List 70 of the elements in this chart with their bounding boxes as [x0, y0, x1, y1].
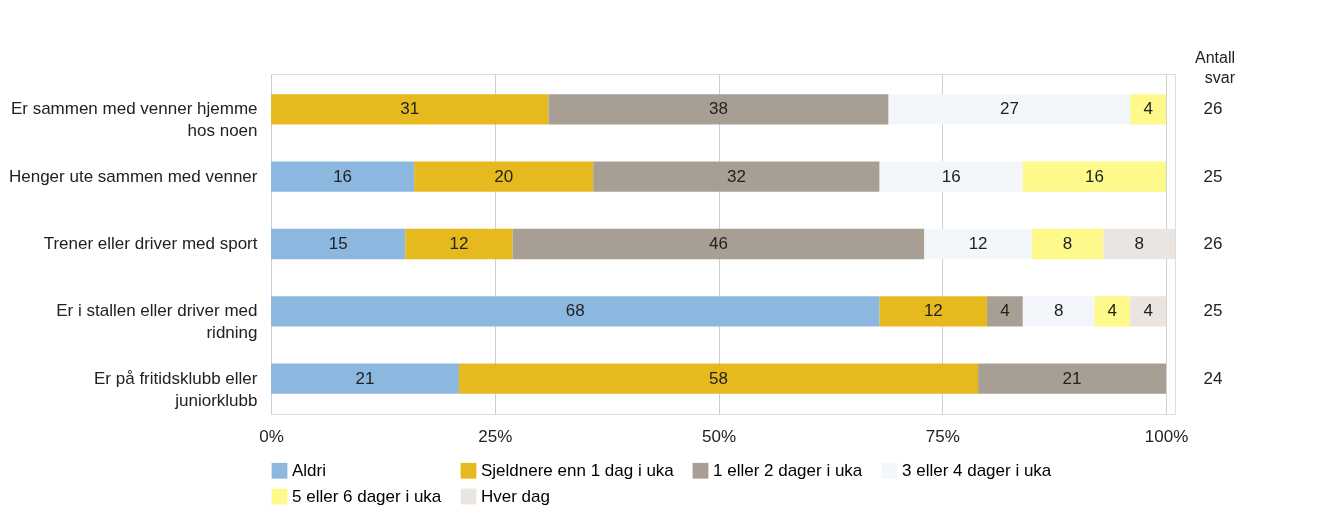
data-label: 12	[968, 234, 988, 253]
bar	[888, 94, 1131, 125]
bar	[1103, 228, 1175, 260]
data-label: 46	[709, 234, 728, 253]
y-tick-label: Henger ute sammen med venner	[8, 166, 258, 186]
data-label: 21	[355, 368, 375, 388]
y2-tick-label: 26	[1203, 99, 1223, 119]
legend-label: 3 eller 4 dager i uka	[902, 460, 1052, 480]
data-label: 58	[709, 368, 728, 388]
x-tick-label: 0%	[259, 426, 284, 446]
x-tick-label: 75%	[925, 426, 960, 446]
bar	[1022, 161, 1167, 192]
bar	[593, 161, 880, 192]
data-label: 8	[1134, 234, 1144, 253]
data-label: 12	[449, 234, 469, 253]
bar	[271, 228, 406, 260]
data-label: 20	[494, 166, 514, 186]
bar	[1022, 296, 1095, 327]
bar	[879, 296, 988, 327]
bar	[1130, 94, 1167, 125]
bar	[924, 228, 1032, 260]
legend-label: Aldri	[292, 460, 327, 480]
bar	[271, 363, 459, 394]
bar	[271, 296, 880, 327]
x-tick-label: 50%	[702, 426, 737, 446]
y2-tick-label: 25	[1203, 166, 1223, 186]
data-label: 15	[328, 234, 348, 253]
data-label: 32	[726, 166, 746, 186]
y-tick-label: Trener eller driver med sport	[43, 234, 258, 253]
bar	[458, 363, 979, 394]
legend-label: 5 eller 6 dager i uka	[292, 486, 442, 506]
bar	[978, 363, 1167, 394]
bar	[879, 161, 1023, 192]
data-label: 31	[400, 99, 420, 119]
bar	[414, 161, 594, 192]
data-label: 27	[999, 99, 1019, 119]
data-label: 68	[565, 301, 585, 321]
data-label: 12	[923, 301, 943, 321]
bar	[405, 228, 513, 260]
bar	[987, 296, 1023, 327]
bar	[271, 161, 415, 192]
bar	[271, 94, 549, 125]
bar	[548, 94, 889, 125]
bar	[512, 228, 925, 260]
y2-tick-label: 25	[1203, 301, 1223, 321]
bar	[1094, 296, 1131, 327]
legend-label: Hver dag	[481, 486, 550, 506]
y2-tick-label: 26	[1203, 234, 1223, 253]
data-label: 8	[1053, 301, 1064, 321]
y2-tick-label: 24	[1203, 368, 1223, 388]
x-tick-label: 100%	[1144, 426, 1189, 446]
data-label: 21	[1062, 368, 1082, 388]
data-label: 4	[1107, 301, 1118, 321]
x-tick-label: 25%	[478, 426, 513, 446]
data-label: 16	[941, 166, 961, 186]
data-label: 8	[1062, 234, 1073, 253]
y-tick-label: Er i stallen eller driver med ridning	[56, 301, 258, 343]
bar	[1031, 228, 1104, 260]
data-label: 16	[333, 166, 353, 186]
legend-label: Sjeldnere enn 1 dag i uka	[481, 460, 675, 480]
y-tick-label: Er på fritidsklubb eller juniorklubb	[94, 368, 258, 410]
legend-label: 1 eller 2 dager i uka	[713, 460, 863, 480]
y-tick-label: Er sammen med venner hjemme hos noen	[10, 99, 258, 141]
bar	[1130, 296, 1167, 327]
y2-axis-title: Antall svar	[1194, 49, 1236, 86]
data-label: 4	[1000, 301, 1010, 321]
data-label: 4	[1143, 99, 1153, 119]
data-label: 16	[1084, 166, 1104, 186]
data-label: 4	[1143, 301, 1153, 321]
data-label: 38	[709, 99, 728, 119]
